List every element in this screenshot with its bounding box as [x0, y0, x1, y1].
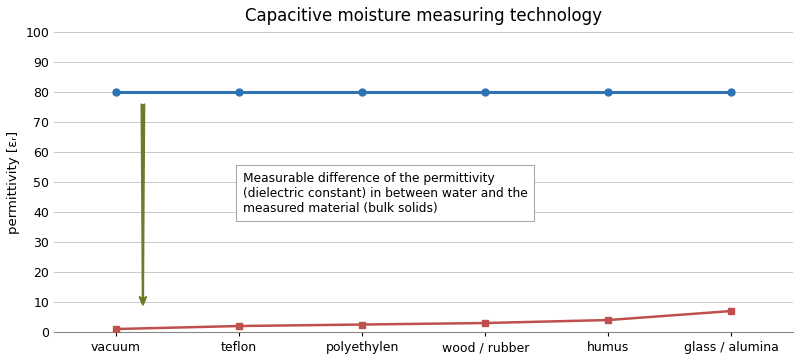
Y-axis label: permittivity [εᵣ]: permittivity [εᵣ]	[7, 130, 20, 234]
Text: Measurable difference of the permittivity
(dielectric constant) in between water: Measurable difference of the permittivit…	[242, 171, 527, 214]
Title: Capacitive moisture measuring technology: Capacitive moisture measuring technology	[245, 7, 602, 25]
